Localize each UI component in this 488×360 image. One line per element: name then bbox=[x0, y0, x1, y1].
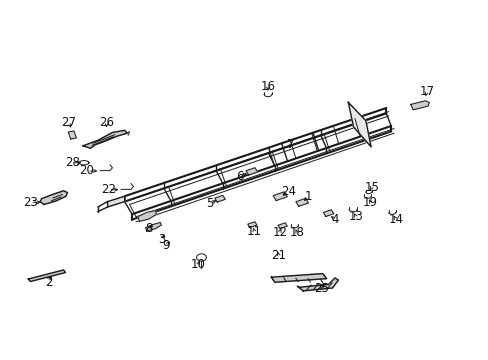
Text: 4: 4 bbox=[330, 213, 338, 226]
Text: 1: 1 bbox=[304, 190, 311, 203]
Text: 21: 21 bbox=[271, 249, 285, 262]
Polygon shape bbox=[297, 278, 338, 291]
Text: 2: 2 bbox=[45, 276, 53, 289]
Text: 28: 28 bbox=[65, 156, 80, 169]
Text: 25: 25 bbox=[314, 282, 328, 294]
Text: 10: 10 bbox=[190, 258, 205, 271]
Text: 22: 22 bbox=[101, 183, 116, 196]
Polygon shape bbox=[271, 274, 326, 282]
Text: 20: 20 bbox=[80, 165, 94, 177]
Text: 12: 12 bbox=[272, 226, 286, 239]
Text: 27: 27 bbox=[61, 116, 76, 129]
Polygon shape bbox=[347, 102, 370, 147]
Text: 15: 15 bbox=[364, 181, 378, 194]
Polygon shape bbox=[68, 131, 76, 139]
Polygon shape bbox=[145, 222, 161, 231]
Text: 26: 26 bbox=[99, 116, 114, 129]
Polygon shape bbox=[107, 196, 124, 207]
Text: 16: 16 bbox=[260, 80, 275, 93]
Text: 17: 17 bbox=[419, 85, 433, 98]
Text: 18: 18 bbox=[289, 226, 304, 239]
Text: 23: 23 bbox=[23, 196, 38, 209]
Polygon shape bbox=[247, 222, 256, 228]
Text: 13: 13 bbox=[348, 210, 363, 223]
Polygon shape bbox=[245, 168, 257, 175]
Text: 8: 8 bbox=[145, 222, 153, 235]
Text: 11: 11 bbox=[246, 225, 261, 238]
Text: 19: 19 bbox=[363, 196, 377, 209]
Polygon shape bbox=[214, 195, 225, 202]
Text: 24: 24 bbox=[281, 185, 295, 198]
Polygon shape bbox=[295, 198, 308, 206]
Polygon shape bbox=[40, 191, 67, 204]
Polygon shape bbox=[83, 130, 127, 148]
Polygon shape bbox=[410, 101, 428, 110]
Polygon shape bbox=[138, 211, 156, 221]
Text: 5: 5 bbox=[206, 197, 214, 210]
Polygon shape bbox=[273, 192, 286, 201]
Text: 9: 9 bbox=[162, 239, 170, 252]
Text: 7: 7 bbox=[286, 138, 294, 150]
Polygon shape bbox=[28, 270, 65, 282]
Text: 14: 14 bbox=[388, 213, 403, 226]
Polygon shape bbox=[278, 223, 286, 229]
Text: 3: 3 bbox=[157, 233, 165, 246]
Polygon shape bbox=[323, 210, 333, 216]
Text: 6: 6 bbox=[235, 170, 243, 183]
